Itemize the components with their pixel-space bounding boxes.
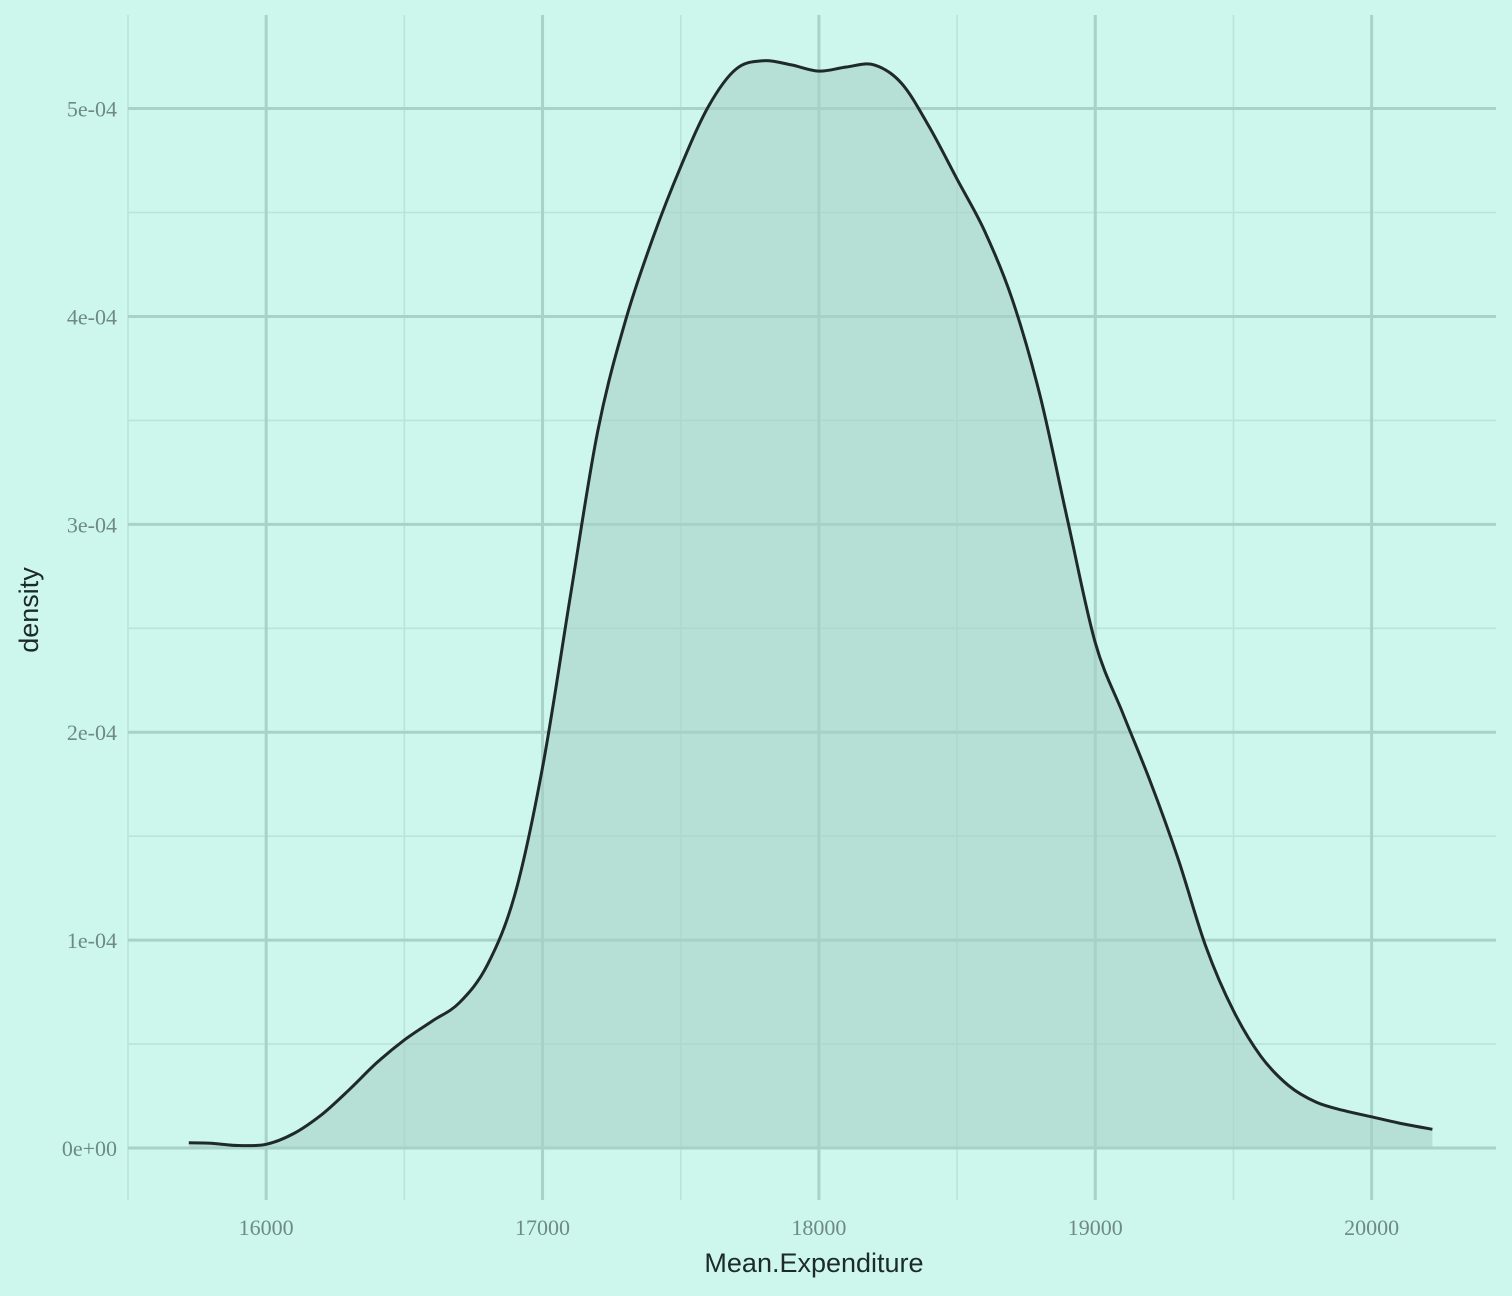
x-axis-title: Mean.Expenditure xyxy=(704,1248,923,1278)
y-axis-tick-labels: 0e+00 1e-04 2e-04 3e-04 4e-04 5e-04 xyxy=(62,97,117,1161)
density-line xyxy=(188,59,1433,1148)
y-tick-label: 4e-04 xyxy=(67,304,117,329)
y-axis-title: density xyxy=(14,567,44,653)
x-tick-label: 16000 xyxy=(239,1215,294,1240)
y-tick-label: 5e-04 xyxy=(67,97,117,122)
y-tick-label: 1e-04 xyxy=(67,928,117,953)
x-tick-label: 17000 xyxy=(515,1215,570,1240)
y-tick-label: 2e-04 xyxy=(67,720,117,745)
x-axis-tick-labels: 16000 17000 18000 19000 20000 xyxy=(239,1215,1399,1240)
density-area xyxy=(188,60,1433,1149)
x-tick-label: 19000 xyxy=(1068,1215,1123,1240)
y-tick-label: 0e+00 xyxy=(62,1136,117,1161)
x-tick-label: 18000 xyxy=(791,1215,846,1240)
y-tick-label: 3e-04 xyxy=(67,512,117,537)
x-tick-label: 20000 xyxy=(1344,1215,1399,1240)
